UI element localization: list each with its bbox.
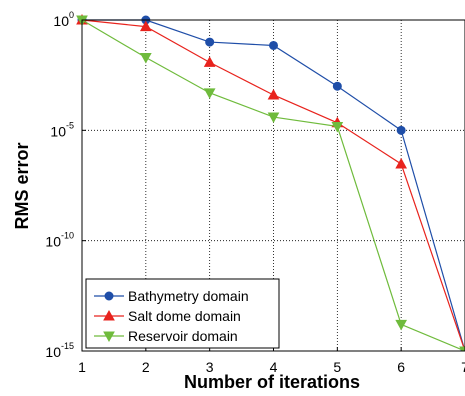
y-tick-label: 10-10 bbox=[45, 231, 74, 250]
data-point-reservoir-domain bbox=[395, 319, 408, 331]
x-axis-title: Number of iterations bbox=[184, 372, 360, 392]
x-tick-label: 5 bbox=[333, 359, 341, 375]
legend: Bathymetry domain Salt dome domain Reservo… bbox=[85, 278, 280, 349]
data-point-bathymetry-domain bbox=[396, 125, 406, 135]
data-point-salt-dome-domain bbox=[139, 20, 152, 32]
x-tick-label: 6 bbox=[397, 359, 405, 375]
x-tick-label: 3 bbox=[206, 359, 214, 375]
grid bbox=[82, 20, 465, 351]
legend-entry-reservoir-domain: Reservoir domain bbox=[94, 328, 238, 344]
y-axis-title: RMS error bbox=[12, 142, 32, 229]
x-tick-label: 7 bbox=[461, 359, 465, 375]
data-point-reservoir-domain bbox=[139, 52, 152, 64]
data-point-reservoir-domain bbox=[267, 112, 280, 124]
data-point-salt-dome-domain bbox=[203, 56, 216, 67]
x-tick-label: 2 bbox=[142, 359, 150, 375]
data-point-reservoir-domain bbox=[203, 88, 216, 99]
legend-entry-salt-dome-domain: Salt dome domain bbox=[94, 308, 241, 324]
legend-entry-bathymetry-domain: Bathymetry domain bbox=[94, 288, 249, 304]
data-point-bathymetry-domain bbox=[332, 81, 342, 91]
legend-marker bbox=[103, 309, 115, 321]
data-point-salt-dome-domain bbox=[395, 157, 408, 169]
y-tick-label: 100 bbox=[53, 10, 74, 29]
data-point-bathymetry-domain bbox=[269, 40, 278, 50]
legend-marker bbox=[104, 291, 114, 301]
legend-marker bbox=[103, 331, 115, 343]
data-point-salt-dome-domain bbox=[267, 88, 280, 100]
legend-label: Salt dome domain bbox=[128, 308, 241, 324]
ticks: 1 2 3 4 5 6 7 100 10-5 10-10 10-15 bbox=[45, 10, 465, 375]
data-point-reservoir-domain bbox=[459, 346, 465, 351]
x-tick-label: 4 bbox=[270, 359, 278, 375]
data-point-reservoir-domain bbox=[331, 121, 344, 133]
x-tick-label: 1 bbox=[78, 359, 86, 375]
y-tick-label: 10-5 bbox=[50, 120, 74, 139]
y-tick-label: 10-15 bbox=[45, 341, 74, 360]
data-point-bathymetry-domain bbox=[205, 37, 215, 47]
legend-label: Reservoir domain bbox=[128, 328, 238, 344]
legend-label: Bathymetry domain bbox=[128, 288, 249, 304]
